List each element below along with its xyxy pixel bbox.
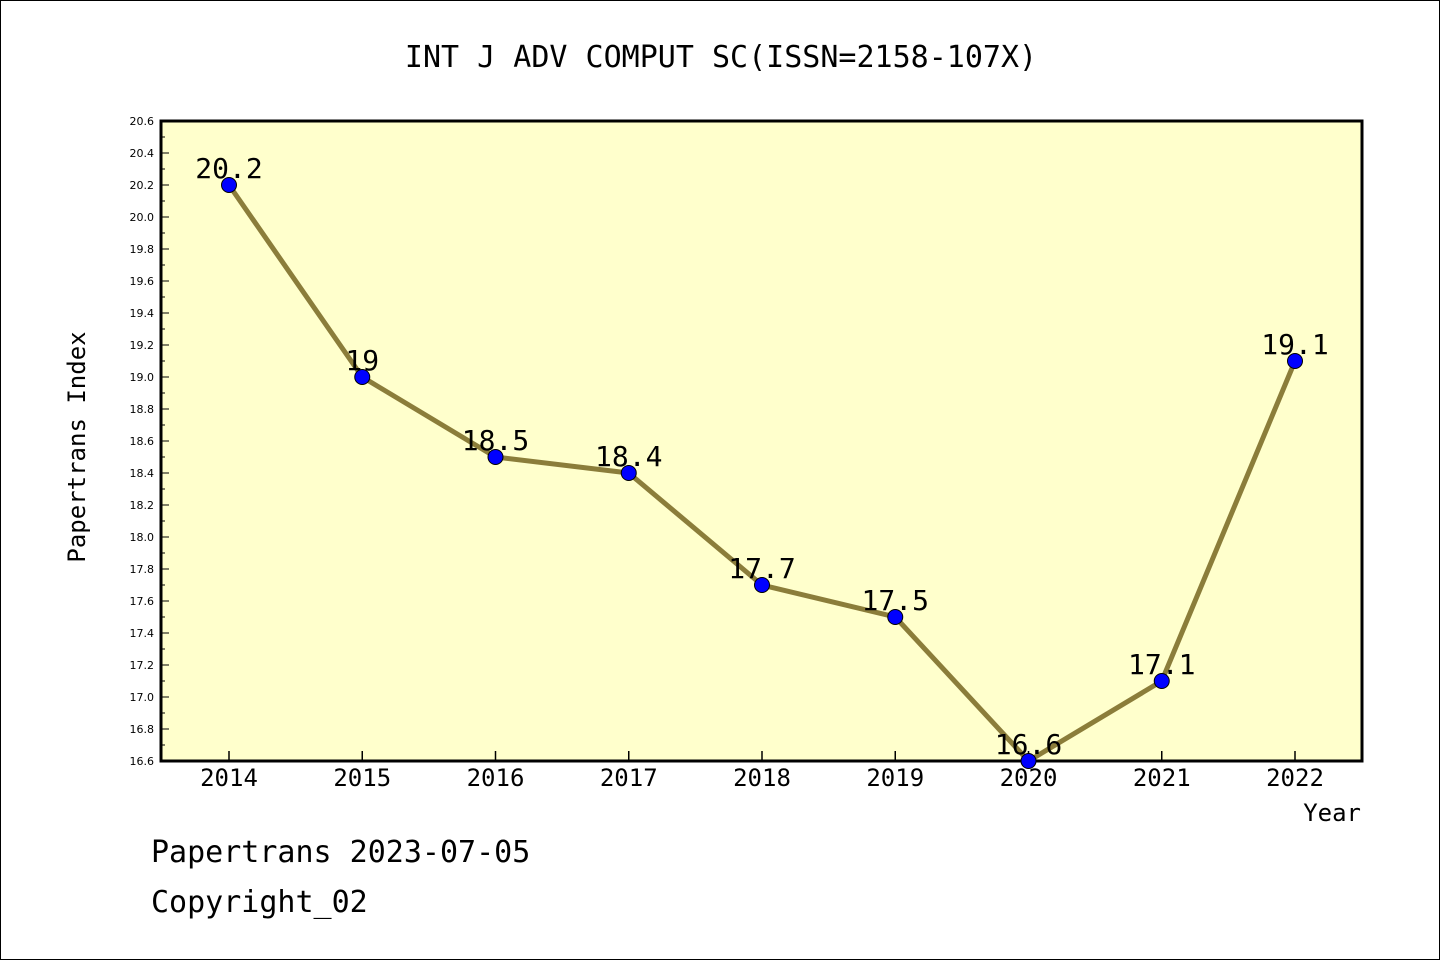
data-point: [1153, 673, 1170, 689]
data-label: 17.5: [862, 584, 929, 617]
data-point: [487, 449, 504, 465]
data-label: 16.6: [995, 728, 1062, 761]
y-tick-label: 20.2: [130, 179, 155, 192]
y-tick-label: 17.4: [130, 627, 155, 640]
data-label: 17.7: [728, 552, 795, 585]
y-tick-label: 16.8: [130, 723, 155, 736]
y-tick-label: 18.2: [130, 499, 155, 512]
plot-area: [159, 119, 1364, 763]
y-tick-label: 17.8: [130, 563, 155, 576]
y-tick-label: 20.6: [130, 115, 155, 128]
y-tick-label: 17.2: [130, 659, 155, 672]
y-tick-label: 17.0: [130, 691, 155, 704]
y-tick-label: 19.6: [130, 275, 155, 288]
data-labels: 20.2 19 18.5 18.4 17.7 17.5 16.6 17.1 19.1: [195, 152, 1328, 761]
y-tick-label: 18.8: [130, 403, 155, 416]
y-tick-label: 20.4: [130, 147, 155, 160]
y-tick-label: 19.4: [130, 307, 155, 320]
x-tick-label: 2017: [600, 764, 658, 792]
y-tick-label: 18.6: [130, 435, 155, 448]
y-tick-label: 20.0: [130, 211, 155, 224]
y-tick-label: 19.0: [130, 371, 155, 384]
data-point: [887, 609, 904, 625]
data-label: 18.4: [595, 440, 662, 473]
x-tick-label: 2014: [200, 764, 258, 792]
data-point: [620, 465, 637, 481]
data-label: 19.1: [1261, 328, 1328, 361]
data-point: [754, 577, 770, 593]
x-tick-label: 2019: [866, 764, 924, 792]
y-tick-label: 17.6: [130, 595, 155, 608]
y-tick-label: 19.8: [130, 243, 155, 256]
y-tick-label: 16.6: [130, 755, 155, 768]
footer-date: Papertrans 2023-07-05: [151, 835, 531, 870]
y-axis-label: Papertrans Index: [63, 331, 91, 562]
x-axis: 2014 2015 2016 2017 2018 2019 2020 2021 2022: [200, 751, 1324, 792]
data-point: [221, 177, 237, 193]
y-axis: 16.6 16.8 17.0 17.2 17.4 17.6 17.8 18.0 18.2 18.4…: [130, 115, 169, 768]
x-axis-label: Year: [1303, 799, 1361, 827]
x-tick-label: 2018: [733, 764, 791, 792]
x-tick-label: 2022: [1266, 764, 1324, 792]
y-tick-label: 18.4: [130, 467, 155, 480]
y-tick-label: 19.2: [130, 339, 155, 352]
chart-title: INT J ADV COMPUT SC(ISSN=2158-107X): [405, 40, 1037, 75]
x-tick-label: 2015: [333, 764, 391, 792]
data-point: [1287, 353, 1303, 369]
footer-copyright: Copyright_02: [151, 885, 368, 920]
data-point: [1020, 753, 1037, 769]
data-point: [354, 369, 371, 385]
data-label: 20.2: [195, 152, 262, 185]
data-label: 19: [345, 344, 379, 377]
series-markers: [221, 177, 1303, 769]
x-tick-label: 2016: [467, 764, 525, 792]
data-label: 17.1: [1128, 648, 1195, 681]
x-tick-label: 2021: [1133, 764, 1191, 792]
y-tick-label: 18.0: [130, 531, 155, 544]
data-label: 18.5: [462, 424, 529, 457]
